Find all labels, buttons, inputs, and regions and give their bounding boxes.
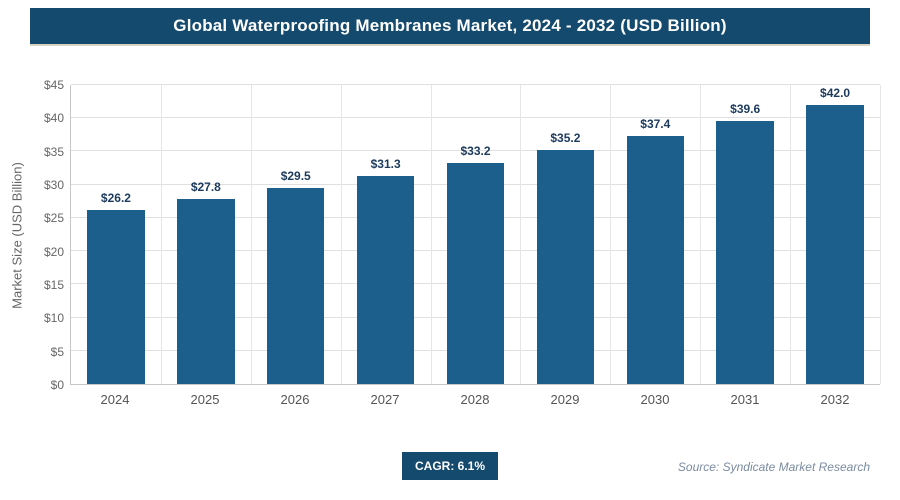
horizontal-gridline bbox=[71, 117, 880, 119]
vertical-gridline bbox=[430, 85, 432, 384]
horizontal-gridline bbox=[71, 84, 880, 85]
y-tick-label: $45 bbox=[43, 78, 64, 92]
y-tick-label: $25 bbox=[43, 211, 64, 226]
plot-area: $26.2 $27.8 $29.5 $31.3 $33.2 $35.2 $37.4 $39.6… bbox=[70, 84, 881, 385]
bar-value-label: $31.3 bbox=[370, 157, 401, 172]
vertical-gridline bbox=[250, 85, 252, 384]
bar-value-label: $35.2 bbox=[550, 131, 581, 146]
cagr-badge: CAGR: 6.1% bbox=[401, 452, 499, 480]
y-axis-ticks: $0 $5 $10 $15 $20 $25 $30 $35 $40 $45 bbox=[26, 78, 64, 392]
bar-column: $33.2 bbox=[431, 85, 521, 384]
x-axis-label: 2028 bbox=[460, 392, 490, 407]
chart-title: Global Waterproofing Membranes Market, 2… bbox=[173, 16, 727, 35]
bar bbox=[356, 176, 415, 384]
x-axis-label: 2025 bbox=[190, 392, 220, 407]
bar bbox=[626, 135, 685, 384]
bar bbox=[177, 199, 235, 384]
y-tick-label: $0 bbox=[50, 378, 64, 392]
bar-column: $35.2 bbox=[520, 85, 610, 384]
bar bbox=[806, 104, 864, 384]
source-note: Source: Syndicate Market Research bbox=[677, 460, 870, 474]
bar-value-label: $39.6 bbox=[730, 101, 761, 116]
y-axis-title: Market Size (USD Billion) bbox=[9, 162, 25, 309]
x-axis-label: 2026 bbox=[280, 392, 310, 407]
vertical-gridline bbox=[700, 85, 702, 384]
bar-column: $39.6 bbox=[700, 85, 790, 384]
x-axis-label: 2024 bbox=[100, 392, 130, 407]
x-axis-labels: 2024 2025 2026 2027 2028 2029 2030 2031 2032 bbox=[70, 392, 880, 407]
y-tick-label: $10 bbox=[43, 311, 64, 326]
y-tick-label: $5 bbox=[50, 344, 64, 359]
bar bbox=[716, 120, 774, 384]
horizontal-gridline bbox=[71, 150, 880, 152]
bar-column: $26.2 bbox=[71, 85, 161, 384]
y-tick-label: $40 bbox=[43, 111, 64, 126]
bar-value-label: $29.5 bbox=[280, 169, 311, 183]
y-tick-label: $15 bbox=[43, 278, 64, 293]
x-axis-label: 2030 bbox=[640, 392, 670, 407]
bar-column: $42.0 bbox=[790, 85, 880, 384]
bar bbox=[87, 209, 145, 384]
x-axis-label: 2031 bbox=[730, 392, 760, 407]
bar bbox=[536, 150, 595, 384]
bar-value-label: $42.0 bbox=[820, 85, 851, 100]
bar bbox=[266, 188, 325, 384]
bar-value-label: $37.4 bbox=[640, 116, 671, 131]
bar-column: $29.5 bbox=[251, 85, 341, 384]
bar-value-label: $26.2 bbox=[100, 190, 131, 205]
x-axis-label: 2027 bbox=[370, 392, 400, 407]
bar-column: $37.4 bbox=[610, 85, 700, 384]
bar-value-label: $33.2 bbox=[460, 144, 491, 159]
y-tick-label: $30 bbox=[43, 178, 64, 193]
vertical-gridline bbox=[880, 85, 881, 384]
bar-value-label: $27.8 bbox=[190, 180, 221, 195]
y-tick-label: $35 bbox=[43, 144, 64, 159]
x-axis-label: 2029 bbox=[550, 392, 580, 407]
bar-column: $31.3 bbox=[341, 85, 431, 384]
vertical-gridline bbox=[160, 85, 162, 384]
chart-title-bar: Global Waterproofing Membranes Market, 2… bbox=[30, 8, 870, 46]
vertical-gridline bbox=[790, 85, 792, 384]
vertical-gridline bbox=[340, 85, 342, 384]
x-axis-label: 2032 bbox=[820, 392, 850, 407]
bar-column: $27.8 bbox=[161, 85, 251, 384]
bar bbox=[446, 163, 505, 384]
vertical-gridline bbox=[520, 85, 522, 384]
vertical-gridline bbox=[610, 85, 612, 384]
bar-columns: $26.2 $27.8 $29.5 $31.3 $33.2 $35.2 $37.4 $39.6… bbox=[71, 85, 880, 384]
y-tick-label: $20 bbox=[43, 244, 64, 259]
